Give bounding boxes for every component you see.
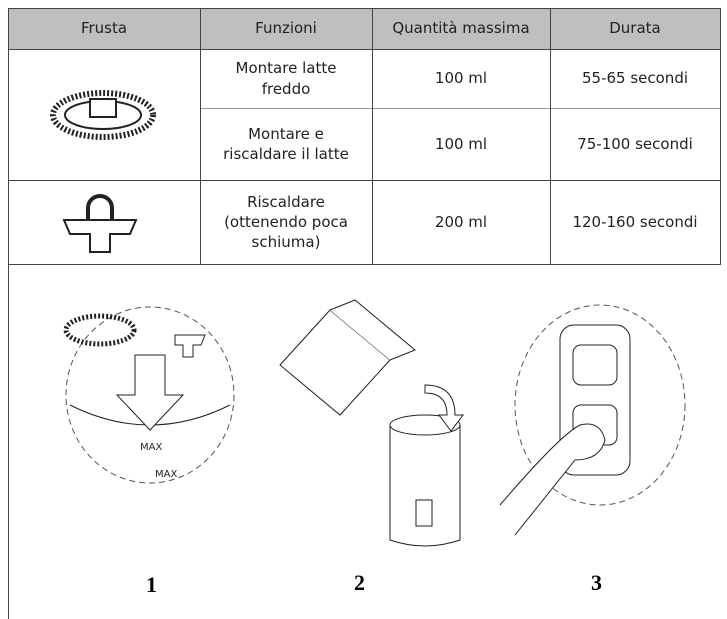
rule: [8, 49, 721, 50]
cell: Riscaldare (ottenendo poca schiuma): [224, 192, 348, 252]
header-cell: Durata: [609, 19, 661, 38]
rule: [200, 108, 721, 109]
svg-text:MAX: MAX: [155, 469, 177, 480]
rule: [200, 8, 201, 264]
rule: [550, 8, 551, 264]
cell: 120-160 secondi: [572, 212, 698, 231]
step-number: 1: [146, 572, 157, 597]
header-cell: Quantità massima: [392, 19, 530, 38]
cell: 100 ml: [434, 69, 488, 88]
step-number: 3: [591, 570, 602, 595]
cell: 75-100 secondi: [577, 134, 693, 153]
cell: 55-65 secondi: [581, 69, 689, 88]
rule: [720, 8, 721, 264]
step-number: 2: [354, 570, 365, 595]
header-bg: [8, 8, 720, 49]
rule: [8, 8, 721, 9]
cell: Montare latte freddo: [235, 59, 337, 98]
rule: [372, 8, 373, 264]
rule: [8, 180, 721, 181]
rule: [8, 264, 721, 265]
cell: 100 ml: [434, 134, 488, 153]
rule: [8, 8, 9, 619]
header-cell: Funzioni: [255, 19, 317, 38]
svg-text:MAX: MAX: [140, 442, 162, 453]
header-cell: Frusta: [80, 19, 128, 38]
steps-illustration: MAX MAX: [63, 299, 686, 547]
whisk-spiral-icon: [50, 90, 156, 140]
cell: Montare e riscaldare il latte: [223, 124, 349, 163]
cell: 200 ml: [434, 212, 488, 231]
whisk-plain-icon: [62, 194, 138, 253]
